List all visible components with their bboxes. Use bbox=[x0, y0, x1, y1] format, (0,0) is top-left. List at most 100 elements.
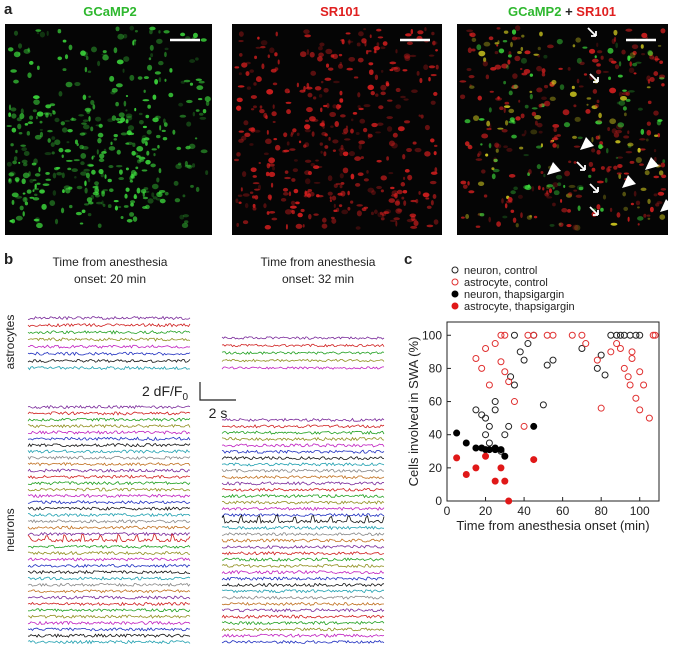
cell bbox=[125, 94, 129, 98]
cell bbox=[622, 106, 627, 111]
cell bbox=[653, 175, 660, 179]
cell bbox=[524, 130, 527, 135]
cell bbox=[409, 54, 417, 58]
cell bbox=[61, 154, 64, 159]
cell bbox=[376, 122, 384, 126]
cell bbox=[641, 52, 646, 56]
cell bbox=[386, 116, 393, 120]
cell bbox=[548, 188, 553, 194]
cell bbox=[83, 203, 90, 206]
cell bbox=[348, 39, 351, 45]
cell bbox=[400, 95, 406, 99]
cell bbox=[36, 222, 43, 229]
cell bbox=[397, 208, 403, 213]
cell bbox=[293, 159, 298, 162]
cell bbox=[172, 129, 176, 135]
cell bbox=[563, 184, 566, 188]
cell bbox=[391, 67, 399, 70]
cell bbox=[546, 184, 554, 188]
point bbox=[491, 398, 499, 406]
cell bbox=[413, 220, 419, 227]
cell bbox=[462, 184, 468, 189]
cell bbox=[88, 164, 94, 167]
cell bbox=[578, 186, 584, 191]
cell bbox=[622, 89, 627, 92]
cell bbox=[238, 130, 244, 133]
cell bbox=[10, 107, 17, 112]
cell bbox=[90, 126, 94, 132]
trace bbox=[27, 436, 191, 441]
cell bbox=[158, 189, 166, 193]
cell bbox=[198, 80, 205, 84]
cell bbox=[628, 56, 632, 59]
cell bbox=[431, 41, 438, 45]
cell bbox=[125, 119, 129, 124]
cell bbox=[510, 190, 516, 195]
cell bbox=[598, 112, 602, 119]
cell bbox=[290, 131, 294, 135]
cell bbox=[196, 85, 204, 91]
cell bbox=[290, 200, 296, 206]
cell bbox=[577, 136, 583, 140]
cell bbox=[404, 55, 411, 62]
cell bbox=[128, 132, 135, 136]
cell bbox=[347, 206, 351, 211]
arrowhead bbox=[580, 137, 594, 150]
cell bbox=[392, 132, 398, 138]
cell bbox=[163, 118, 166, 124]
trace bbox=[28, 430, 191, 435]
cell bbox=[395, 49, 398, 54]
cell bbox=[17, 123, 22, 130]
trace bbox=[221, 366, 384, 370]
point bbox=[649, 331, 657, 339]
cell bbox=[110, 141, 113, 146]
cell bbox=[486, 127, 492, 131]
legend-marker bbox=[451, 266, 459, 274]
cell bbox=[497, 96, 500, 100]
cell bbox=[143, 89, 146, 93]
cell bbox=[330, 216, 335, 219]
trace bbox=[221, 336, 385, 340]
point bbox=[616, 331, 624, 339]
cell bbox=[197, 98, 203, 101]
cell bbox=[425, 197, 430, 200]
cell bbox=[96, 149, 99, 155]
cell bbox=[625, 98, 631, 102]
cell bbox=[657, 44, 662, 47]
trace bbox=[221, 343, 385, 348]
cell bbox=[600, 166, 605, 170]
cell bbox=[572, 135, 578, 139]
cell bbox=[556, 38, 563, 45]
cell bbox=[481, 169, 486, 174]
cell bbox=[637, 107, 643, 111]
cell bbox=[579, 61, 585, 66]
cell bbox=[36, 31, 40, 35]
cell bbox=[568, 184, 576, 188]
cell bbox=[283, 132, 288, 138]
cell bbox=[101, 151, 107, 154]
cell bbox=[338, 147, 346, 153]
cell bbox=[645, 138, 649, 142]
cell bbox=[299, 89, 306, 93]
cell bbox=[138, 112, 143, 116]
cell bbox=[154, 78, 159, 85]
cell bbox=[368, 62, 374, 66]
cell bbox=[653, 71, 659, 77]
cell bbox=[192, 111, 196, 117]
cell bbox=[529, 73, 534, 77]
cell bbox=[252, 175, 257, 178]
cell bbox=[124, 193, 128, 199]
cell bbox=[610, 222, 618, 226]
point bbox=[497, 446, 505, 454]
trace bbox=[221, 436, 385, 442]
cell bbox=[234, 66, 240, 69]
cell bbox=[133, 39, 137, 42]
point bbox=[453, 454, 461, 462]
cell bbox=[496, 44, 499, 47]
cell bbox=[158, 77, 162, 83]
cell bbox=[17, 43, 23, 49]
cell bbox=[627, 55, 631, 62]
cell bbox=[615, 129, 623, 134]
cell bbox=[78, 114, 85, 117]
